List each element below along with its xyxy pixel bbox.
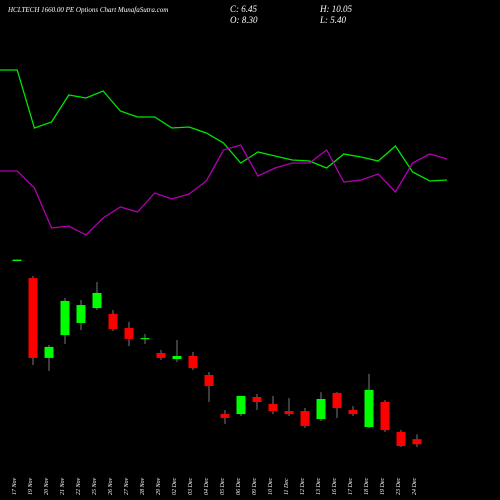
x-tick-label: 04 Dec — [203, 478, 210, 495]
indicator-line — [0, 69, 448, 182]
x-tick-label: 26 Nov — [108, 477, 114, 495]
candle-body — [172, 356, 182, 360]
x-tick-label: 11 Dec — [284, 478, 290, 495]
x-tick-label: 17 Nov — [12, 477, 18, 495]
candle-body — [364, 389, 374, 428]
low-stat: L: 5.40 — [319, 15, 347, 25]
candle-body — [284, 411, 294, 415]
x-tick-label: 12 Dec — [300, 478, 306, 495]
candle-body — [76, 305, 86, 323]
x-tick-label: 16 Dec — [332, 478, 338, 495]
x-tick-label: 03 Dec — [188, 478, 194, 495]
candle-body — [252, 397, 262, 402]
x-tick-label: 23 Dec — [396, 478, 402, 495]
candle-body — [380, 401, 390, 431]
high-stat: H: 10.05 — [319, 4, 352, 14]
x-tick-label: 21 Nov — [60, 477, 66, 495]
x-tick-label: 05 Dec — [220, 478, 226, 495]
candle-body — [316, 398, 326, 420]
candle-body — [124, 327, 134, 339]
candle-body — [204, 374, 214, 387]
x-tick-label: 13 Dec — [316, 478, 322, 495]
open-stat: O: 8.30 — [230, 15, 258, 25]
candle-body — [396, 431, 406, 447]
candle-body — [12, 259, 22, 262]
candle-body — [236, 395, 246, 415]
x-tick-label: 17 Dec — [348, 478, 354, 495]
candle-body — [332, 392, 342, 409]
x-tick-label: 19 Nov — [28, 477, 34, 495]
x-tick-label: 25 Nov — [92, 477, 98, 495]
candle-body — [268, 403, 278, 412]
x-tick-label: 22 Nov — [76, 477, 82, 495]
candle-body — [300, 411, 310, 426]
x-tick-label: 29 Nov — [156, 477, 162, 495]
candle-body — [412, 439, 422, 445]
candle-body — [140, 338, 150, 340]
close-stat: C: 6.45 — [230, 4, 258, 14]
x-tick-label: 27 Nov — [124, 477, 130, 495]
x-tick-label: 19 Dec — [380, 478, 386, 495]
x-tick-label: 28 Nov — [140, 477, 146, 495]
indicator-line — [0, 144, 448, 236]
candle-body — [220, 414, 230, 418]
x-tick-label: 02 Dec — [172, 478, 178, 495]
x-tick-label: 20 Nov — [44, 477, 50, 495]
chart-title: HCLTECH 1660.00 PE Options Chart MunafaS… — [7, 6, 168, 14]
candle-body — [60, 300, 70, 336]
x-tick-label: 09 Dec — [252, 478, 258, 495]
x-tick-label: 10 Dec — [268, 478, 274, 495]
candle-body — [92, 292, 102, 309]
x-tick-label: 06 Dec — [236, 478, 242, 495]
candle-body — [28, 278, 38, 358]
candle-body — [156, 352, 166, 358]
candle-body — [108, 313, 118, 330]
candle-body — [348, 409, 358, 415]
x-tick-label: 18 Dec — [364, 478, 370, 495]
x-tick-label: 24 Dec — [411, 478, 418, 495]
candle-body — [188, 356, 198, 369]
candle-body — [44, 346, 54, 358]
